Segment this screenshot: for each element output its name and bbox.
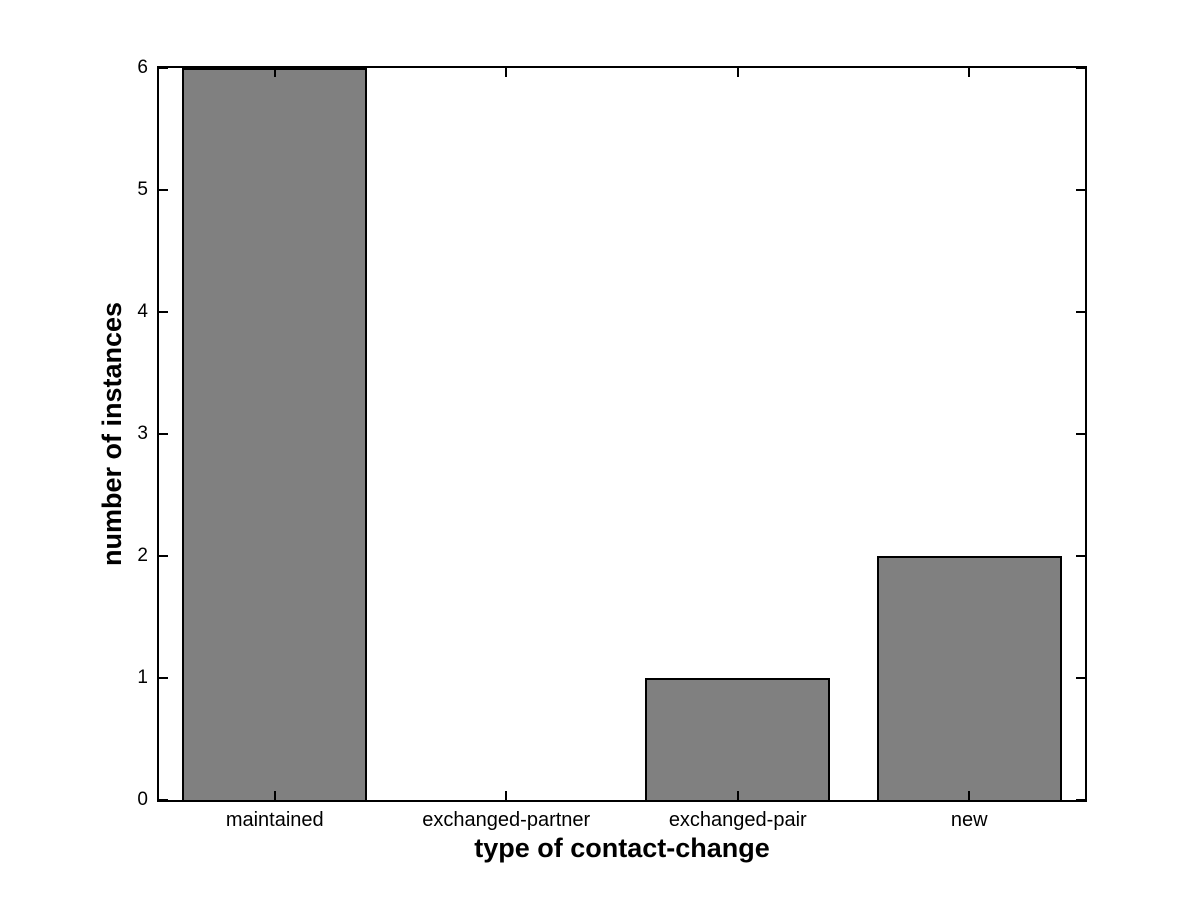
y-tick-mark bbox=[1076, 67, 1085, 69]
y-tick-mark bbox=[1076, 677, 1085, 679]
x-tick-mark bbox=[736, 68, 739, 77]
y-tick-mark bbox=[1076, 189, 1085, 191]
y-tick-mark bbox=[1076, 799, 1085, 801]
x-tick-label: exchanged-partner bbox=[422, 809, 591, 831]
y-tick-mark bbox=[1076, 433, 1085, 435]
bar-maintained bbox=[182, 68, 368, 800]
y-tick-label: 2 bbox=[137, 545, 148, 566]
x-axis-label: type of contact-change bbox=[474, 833, 770, 863]
y-tick-label: 3 bbox=[137, 423, 148, 444]
y-tick-label: 6 bbox=[137, 57, 148, 78]
bar-exchanged-pair bbox=[645, 678, 831, 800]
x-tick-mark bbox=[273, 791, 276, 800]
x-tick-label: exchanged-pair bbox=[668, 809, 807, 831]
x-tick-label: maintained bbox=[225, 809, 324, 831]
x-tick-mark bbox=[505, 791, 508, 800]
bar-new bbox=[876, 556, 1062, 800]
y-tick-mark bbox=[159, 311, 168, 313]
y-tick-label: 5 bbox=[137, 179, 148, 200]
y-tick-label: 1 bbox=[137, 667, 148, 688]
y-tick-mark bbox=[1076, 311, 1085, 313]
y-tick-mark bbox=[159, 677, 168, 679]
y-tick-label: 0 bbox=[137, 789, 148, 810]
y-tick-mark bbox=[159, 433, 168, 435]
x-tick-mark bbox=[968, 791, 971, 800]
x-tick-label: new bbox=[950, 809, 988, 831]
x-tick-mark bbox=[505, 68, 508, 77]
y-tick-label: 4 bbox=[137, 301, 148, 322]
x-tick-mark bbox=[736, 791, 739, 800]
plot-area bbox=[157, 66, 1087, 802]
y-tick-mark bbox=[159, 67, 168, 69]
y-tick-mark bbox=[159, 799, 168, 801]
y-tick-mark bbox=[159, 555, 168, 557]
x-tick-mark bbox=[273, 68, 276, 77]
y-tick-mark bbox=[159, 189, 168, 191]
x-tick-mark bbox=[968, 68, 971, 77]
y-tick-mark bbox=[1076, 555, 1085, 557]
